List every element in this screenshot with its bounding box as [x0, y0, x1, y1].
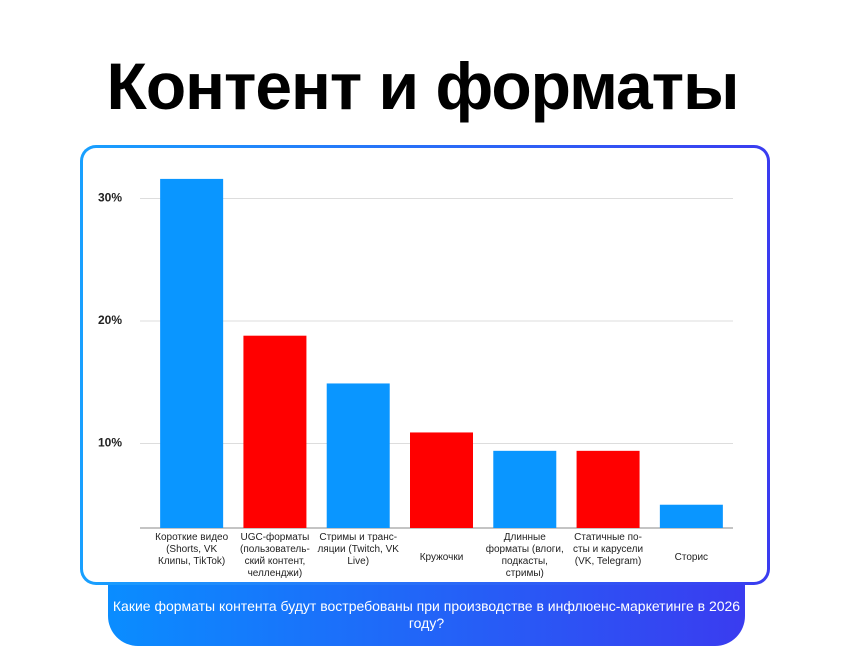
y-tick-label: 10% [98, 436, 122, 450]
x-tick-label: UGC-форматы (пользователь-ский контент, … [240, 532, 310, 579]
x-tick-label: Кружочки [419, 552, 464, 563]
x-tick-label: Длинные форматы (влоги, подкасты, стримы… [485, 532, 564, 579]
x-tick-label: Стримы и транс-ляции (Twitch, VK Live) [317, 532, 399, 567]
bar [576, 450, 640, 528]
x-tick-label: Сторис [674, 552, 709, 563]
chart-title: Контент и форматы [106, 49, 740, 123]
bar [243, 335, 307, 528]
x-tick-label: Статичные по-сты и карусели (VK, Telegra… [573, 532, 644, 567]
x-tick-label: Короткие видео (Shorts, VK Клипы, TikTok… [155, 532, 229, 567]
bar [410, 432, 473, 528]
bar [326, 383, 390, 528]
y-tick-label: 20% [98, 313, 122, 327]
y-tick-label: 30% [98, 191, 122, 205]
bar [659, 504, 723, 528]
bar [493, 450, 557, 528]
caption: Какие форматы контента будут востребован… [112, 598, 741, 631]
bar [160, 178, 224, 528]
